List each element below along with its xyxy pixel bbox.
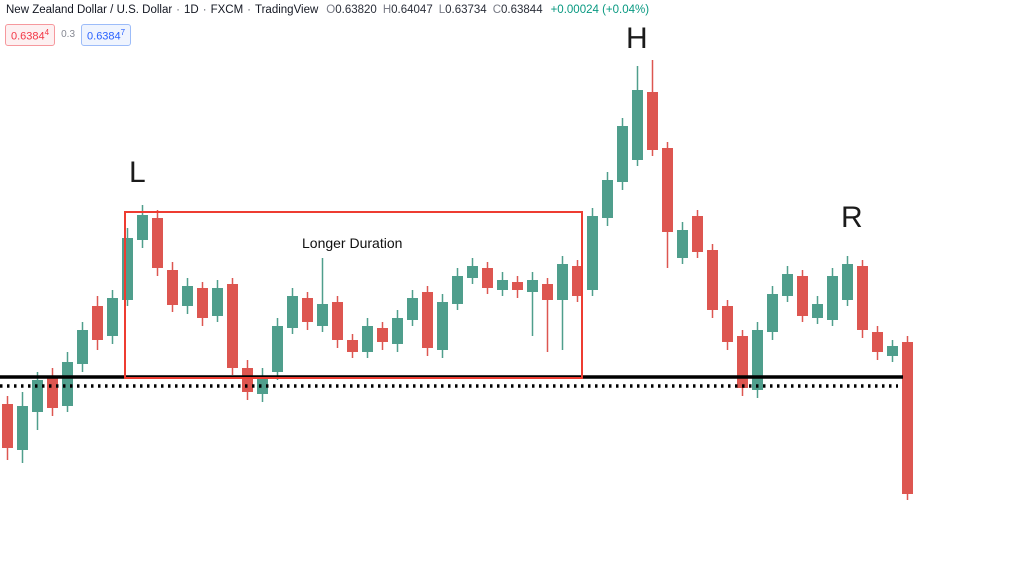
- candle-body: [212, 288, 223, 316]
- change-value: +0.00024 (+0.04%): [550, 4, 650, 16]
- high-value: 0.64047: [391, 4, 433, 16]
- bid-fraction: 4: [44, 28, 50, 37]
- right-shoulder-annotation[interactable]: R: [841, 201, 863, 234]
- candle-body: [167, 270, 178, 305]
- candle-body: [602, 180, 613, 218]
- candle-body: [47, 378, 58, 408]
- candle-body: [197, 288, 208, 318]
- candle-body: [407, 298, 418, 320]
- candle-body: [797, 276, 808, 316]
- candle-body: [122, 238, 133, 300]
- left-shoulder-annotation[interactable]: L: [129, 156, 146, 189]
- candle-body: [182, 286, 193, 306]
- candle-body: [707, 250, 718, 310]
- open-value: 0.63820: [335, 4, 377, 16]
- candle-body: [812, 304, 823, 318]
- candle-body: [332, 302, 343, 340]
- candle-body: [77, 330, 88, 364]
- low-value: 0.63734: [445, 4, 487, 16]
- candle-body: [857, 266, 868, 330]
- timeframe-label[interactable]: 1D: [184, 4, 199, 16]
- candle-body: [452, 276, 463, 304]
- candle-body: [842, 264, 853, 300]
- candle-body: [752, 330, 763, 390]
- candle-body: [227, 284, 238, 368]
- candle-body: [17, 406, 28, 450]
- candle-body: [152, 218, 163, 268]
- high-label: H: [382, 4, 392, 16]
- exchange-label: FXCM: [210, 4, 244, 16]
- duration-rectangle-label: Longer Duration: [302, 235, 403, 251]
- candle-body: [437, 302, 448, 350]
- low-label: L: [438, 4, 446, 16]
- candle-body: [2, 404, 13, 448]
- sell-price-button[interactable]: 0.63844: [5, 24, 56, 46]
- candle-body: [467, 266, 478, 278]
- candle-body: [32, 380, 43, 412]
- candle-body: [107, 298, 118, 336]
- candle-body: [302, 298, 313, 322]
- candle-body: [347, 340, 358, 352]
- buy-price-button[interactable]: 0.63847: [81, 24, 132, 46]
- head-annotation[interactable]: H: [626, 22, 648, 55]
- candle-body: [872, 332, 883, 352]
- duration-rectangle-annotation[interactable]: Longer Duration: [124, 211, 583, 379]
- candle-body: [257, 376, 268, 394]
- candle-body: [512, 282, 523, 290]
- candle-body: [62, 362, 73, 406]
- close-label: C: [492, 4, 502, 16]
- candle-body: [587, 216, 598, 290]
- symbol-title[interactable]: New Zealand Dollar / U.S. Dollar: [6, 4, 173, 16]
- candle-body: [782, 274, 793, 296]
- candle-body: [767, 294, 778, 332]
- candle-body: [557, 264, 568, 300]
- candle-body: [542, 284, 553, 300]
- ohlc-readout: O0.63820 H0.64047 L0.63734 C0.63844 +0.0…: [326, 4, 649, 16]
- candle-body: [902, 342, 913, 494]
- candle-body: [482, 268, 493, 288]
- candle-body: [527, 280, 538, 292]
- candle-body: [662, 148, 673, 232]
- candle-body: [137, 215, 148, 240]
- candle-body: [722, 306, 733, 342]
- candle-body: [242, 368, 253, 392]
- platform-label: TradingView: [255, 4, 319, 16]
- separator: ·: [176, 4, 181, 16]
- candle-body: [572, 266, 583, 296]
- quote-panel: 0.63844 0.3 0.63847: [5, 24, 132, 46]
- candle-body: [497, 280, 508, 290]
- candle-body: [392, 318, 403, 344]
- candle-body: [677, 230, 688, 258]
- close-value: 0.63844: [501, 4, 543, 16]
- candle-body: [377, 328, 388, 342]
- chart-header: New Zealand Dollar / U.S. Dollar · 1D · …: [6, 4, 649, 16]
- candle-body: [287, 296, 298, 328]
- candle-body: [92, 306, 103, 340]
- candle-body: [317, 304, 328, 326]
- ask-fraction: 7: [120, 28, 126, 37]
- candle-body: [272, 326, 283, 372]
- separator: ·: [202, 4, 207, 16]
- candle-body: [632, 90, 643, 160]
- candle-body: [362, 326, 373, 352]
- candle-body: [617, 126, 628, 182]
- candle-body: [422, 292, 433, 348]
- candle-body: [887, 346, 898, 356]
- candle-body: [827, 276, 838, 320]
- separator: ·: [247, 4, 251, 16]
- candle-body: [647, 92, 658, 150]
- candle-body: [737, 336, 748, 388]
- spread-value: 0.3: [61, 29, 76, 41]
- candle-body: [692, 216, 703, 252]
- open-label: O: [326, 4, 336, 16]
